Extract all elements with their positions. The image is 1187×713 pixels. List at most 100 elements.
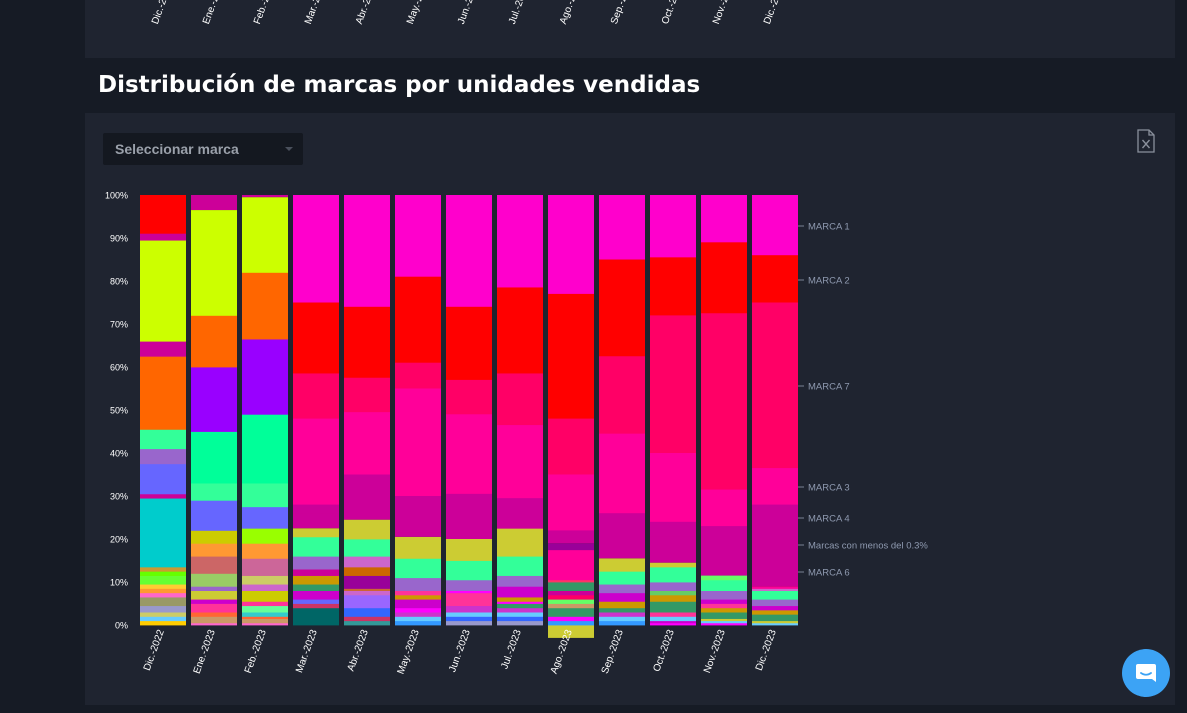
bar-segment-other [140, 575, 186, 585]
bar-segment-other [191, 573, 237, 587]
bar-segment-marca-2 [395, 276, 441, 364]
bar-segment-other [344, 588, 390, 591]
bar-segment-other [191, 210, 237, 316]
bar-segment-other [242, 618, 288, 624]
bar-segment-other [293, 584, 339, 591]
x-tick-label: Ene.-2023 [192, 628, 218, 676]
bar-segment-other [140, 566, 186, 572]
bar-segment-other [446, 590, 492, 594]
bar-segment-other [395, 594, 441, 600]
bar-segment-other [395, 616, 441, 622]
brand-select[interactable]: Seleccionar marca [103, 133, 303, 165]
bar-segment-other [599, 571, 645, 585]
bar-segment-marca-2 [140, 195, 186, 235]
x-tick-label: Dic.-2022 [142, 628, 167, 672]
y-tick-label: 60% [110, 363, 128, 373]
bar-segment-other [242, 575, 288, 585]
bar-segment-other [701, 579, 747, 591]
bar-segment-other [191, 612, 237, 617]
bar-segment-other [140, 493, 186, 499]
legend-label: MARCA 4 [808, 514, 850, 525]
bar-segment-other [548, 530, 594, 544]
bar-segment-other [446, 605, 492, 613]
bar-segment-other [497, 620, 543, 626]
x-tick-label: Oct.-2023 [651, 628, 677, 673]
bar-segment-marca-1 [497, 195, 543, 288]
y-tick-label: 30% [110, 492, 128, 502]
bar-segment-other [191, 622, 237, 626]
bar-segment-other [446, 521, 492, 539]
legend-label: MARCA 6 [808, 568, 850, 579]
bar-segment-other [548, 582, 594, 591]
bar-segment-other [548, 616, 594, 622]
bar-segment-other [752, 588, 798, 591]
bar-segment-other [497, 513, 543, 529]
bar-segment-marca-4 [293, 504, 339, 514]
bar-segment-other [293, 575, 339, 585]
bar-segment-other [752, 599, 798, 607]
bar-segment-other [140, 616, 186, 622]
bar-segment-other [293, 536, 339, 557]
bar-segment-marca-1 [293, 195, 339, 303]
bar-segment-other [548, 603, 594, 609]
bar-segment-other [140, 612, 186, 617]
bar-segment-other [446, 612, 492, 617]
bar-segment-other [293, 590, 339, 600]
bar-segment-other [548, 543, 594, 551]
bar-segment-other [242, 339, 288, 415]
bar-segment-other [140, 448, 186, 465]
x-tick-label: Jun.-2023 [447, 628, 473, 674]
bar-segment-other [548, 620, 594, 626]
bar-segment-other [446, 539, 492, 561]
bar-segment-other [497, 528, 543, 557]
bar-segment-other [242, 483, 288, 508]
bar-segment-marca-7 [701, 313, 747, 490]
x-tick-label: Sep.-2023 [600, 628, 626, 676]
x-tick-label: Feb.-2023 [243, 628, 269, 675]
bar-segment-other [191, 530, 237, 544]
bar-segment-other [599, 607, 645, 613]
bar-segment-other [446, 616, 492, 622]
bar-segment-other [344, 616, 390, 622]
y-tick-label: 20% [110, 535, 128, 545]
bar-segment-other [395, 558, 441, 579]
bar-segment-marca-1 [344, 195, 390, 308]
bar-segment-marca-1 [599, 195, 645, 260]
bar-segment-other [548, 594, 594, 600]
bar-segment-marca-3 [650, 453, 696, 523]
bar-segment-marca-1 [446, 195, 492, 308]
bar-segment-other [548, 549, 594, 581]
x-tick-label: Dic.-2023 [754, 628, 779, 672]
bar-segment-other [599, 584, 645, 594]
bar-segment-other [701, 562, 747, 576]
bar-segment-other [140, 597, 186, 607]
bar-segment-other [140, 463, 186, 495]
bar-segment-other [344, 556, 390, 568]
chat-icon [1136, 664, 1156, 682]
bar-segment-other [701, 599, 747, 604]
bar-segment-marca-4 [701, 526, 747, 564]
bar-segment-other [191, 367, 237, 432]
bar-segment-marca-4 [497, 498, 543, 514]
bar-segment-marca-2 [344, 306, 390, 379]
bar-segment-other [140, 356, 186, 430]
bar-segment-other [395, 599, 441, 609]
bar-segment-other [548, 579, 594, 583]
bar-segment-other [344, 620, 390, 626]
excel-export-icon[interactable] [1135, 129, 1157, 153]
legend-label: MARCA 3 [808, 483, 850, 494]
bar-segment-other [548, 590, 594, 596]
bar-segment-other [446, 560, 492, 581]
bar-segment-marca-7 [650, 315, 696, 454]
bar-segment-other [701, 575, 747, 581]
bar-segment-other [191, 483, 237, 501]
bar-segment-marca-1 [650, 195, 696, 258]
bar-segment-other [548, 625, 594, 638]
bar-segment-marca-7 [344, 377, 390, 413]
bar-segment-other [548, 607, 594, 617]
bar-segment-other [344, 590, 390, 596]
bar-segment-marca-2 [446, 306, 492, 381]
bar-segment-other [191, 431, 237, 484]
chat-button[interactable] [1122, 649, 1170, 697]
bar-segment-marca-2 [701, 242, 747, 314]
